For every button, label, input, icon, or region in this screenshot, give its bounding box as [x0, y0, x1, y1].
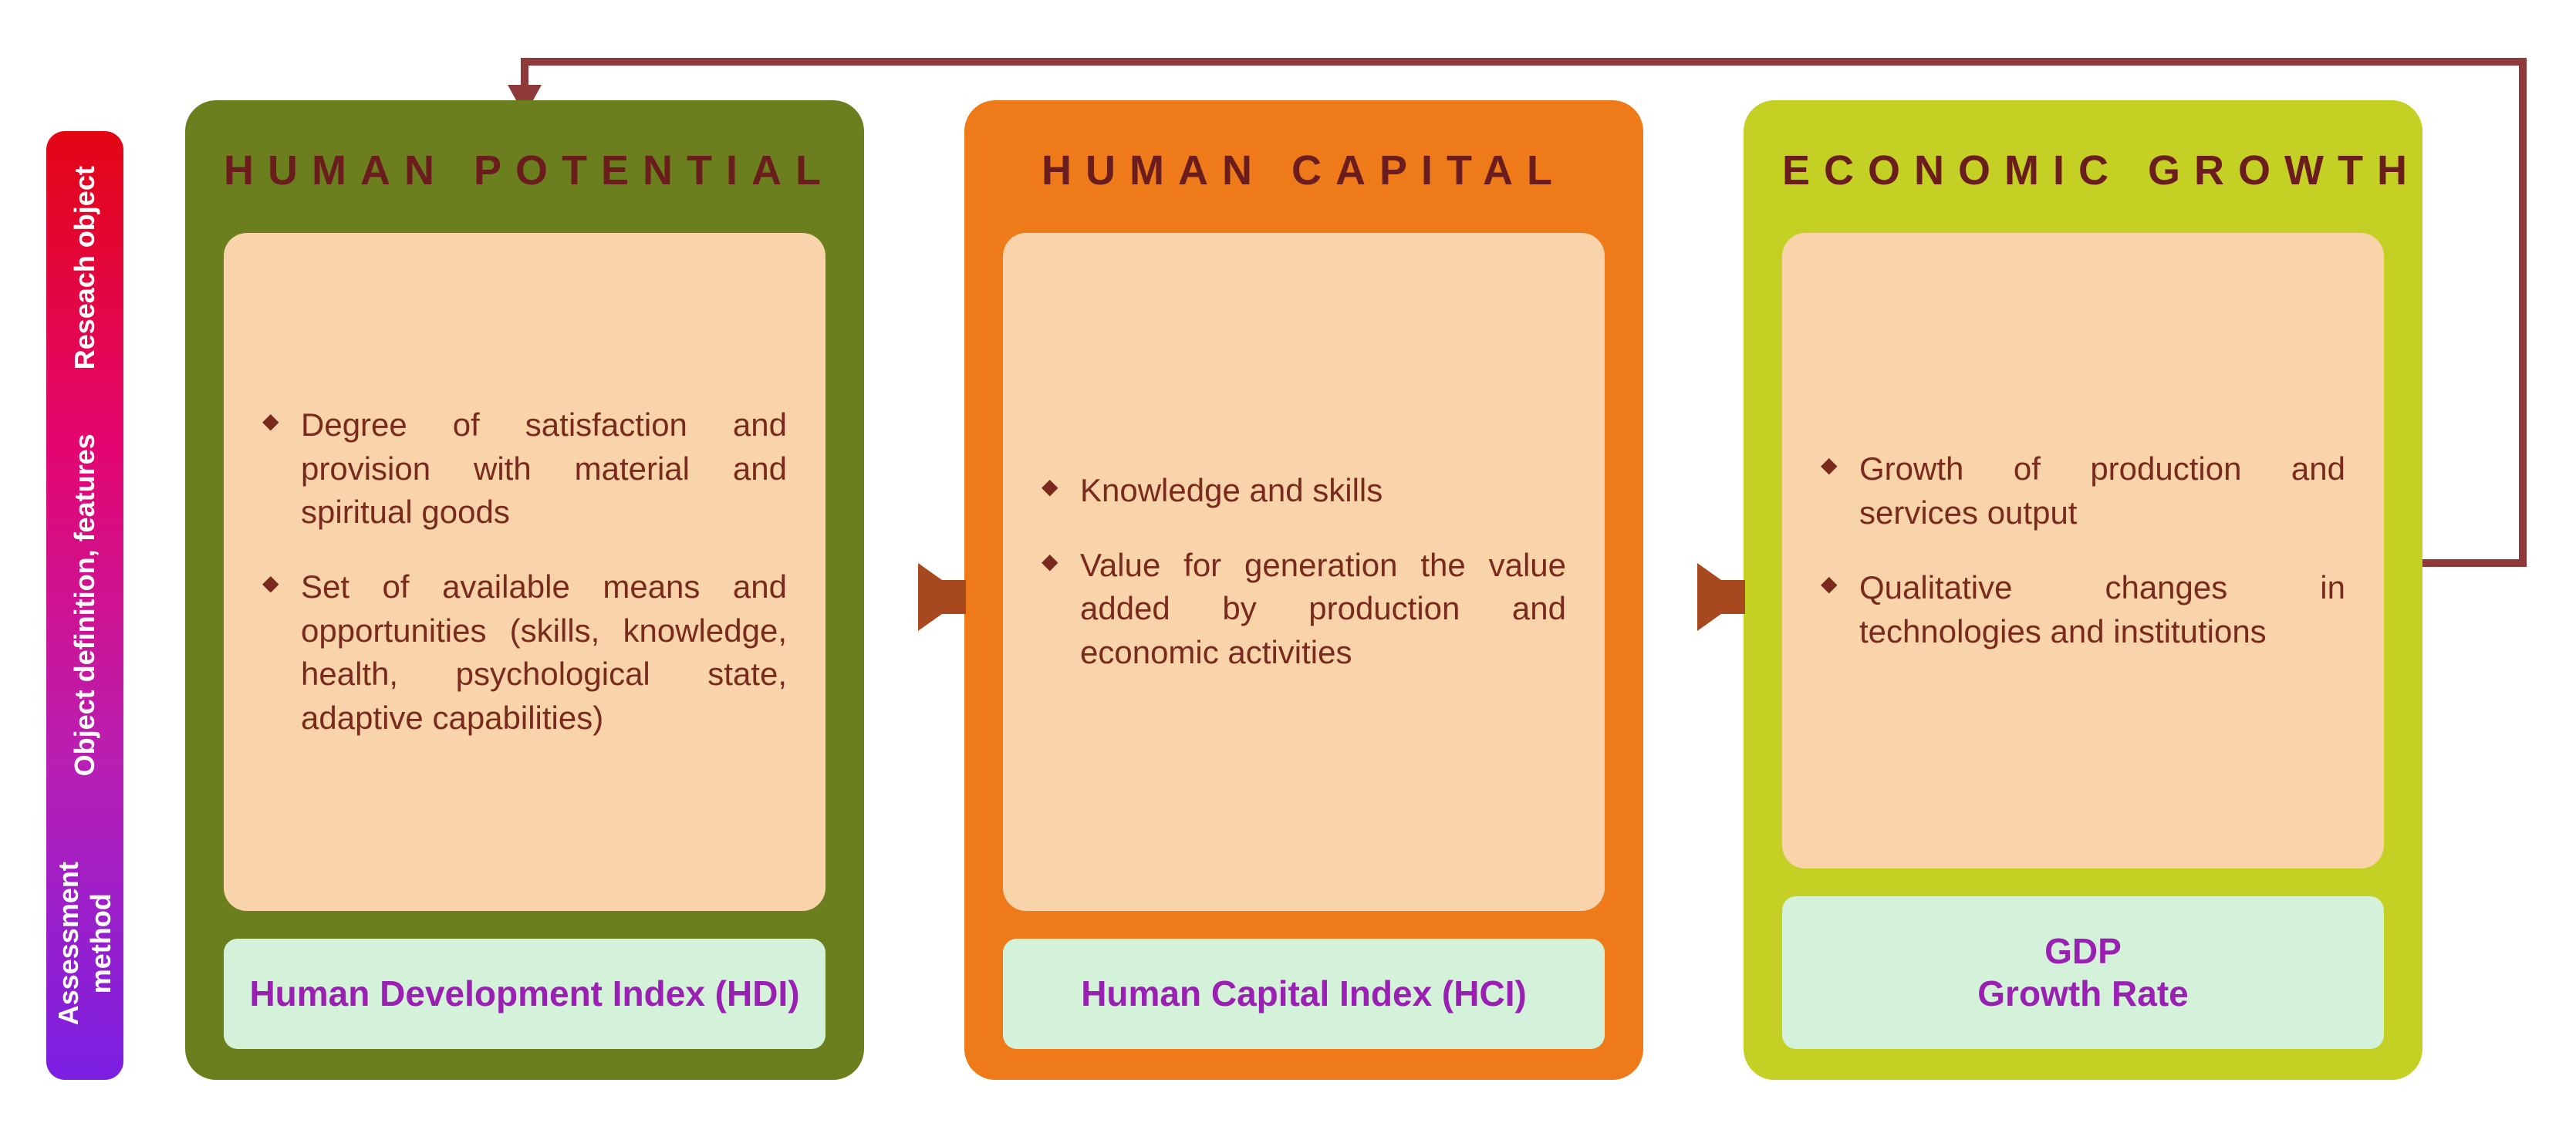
- bullet: Knowledge and skills: [1042, 469, 1566, 513]
- sidebar-label-research-object: Reseach object: [46, 131, 123, 404]
- arrow-right-icon: [918, 563, 966, 631]
- row-labels-sidebar: Reseach object Object definition, featur…: [46, 131, 123, 1080]
- diagram-root: Reseach object Object definition, featur…: [31, 31, 2576, 1109]
- card-title: HUMAN POTENTIAL: [224, 147, 825, 194]
- bullet: Growth of production and services output: [1821, 447, 2345, 535]
- card-footer: Human Development Index (HDI): [224, 939, 825, 1049]
- card-title: HUMAN CAPITAL: [1003, 147, 1605, 194]
- arrow-right-icon: [1697, 563, 1745, 631]
- card-human-capital: HUMAN CAPITAL Knowledge and skills Value…: [964, 100, 1643, 1080]
- card-body: Growth of production and services output…: [1782, 233, 2384, 868]
- footer-line: Growth Rate: [1977, 973, 2188, 1014]
- card-footer: Human Capital Index (HCI): [1003, 939, 1605, 1049]
- bullet: Degree of satisfaction and provision wit…: [262, 403, 787, 535]
- sidebar-label-object-definition: Object definition, features: [46, 404, 123, 806]
- card-human-potential: HUMAN POTENTIAL Degree of satisfaction a…: [185, 100, 864, 1080]
- footer-line: GDP: [2044, 931, 2122, 971]
- card-title: ECONOMIC GROWTH: [1782, 147, 2384, 194]
- bullet: Value for generation the value added by …: [1042, 544, 1566, 675]
- card-body: Degree of satisfaction and provision wit…: [224, 233, 825, 911]
- card-body: Knowledge and skills Value for generatio…: [1003, 233, 1605, 911]
- bullet: Qualitative changes in technologies and …: [1821, 566, 2345, 653]
- card-footer: GDPGrowth Rate: [1782, 896, 2384, 1049]
- sidebar-label-assessment-method: Assessment method: [46, 807, 123, 1080]
- card-economic-growth: ECONOMIC GROWTH Growth of production and…: [1744, 100, 2422, 1080]
- bullet: Set of available means and opportunities…: [262, 565, 787, 740]
